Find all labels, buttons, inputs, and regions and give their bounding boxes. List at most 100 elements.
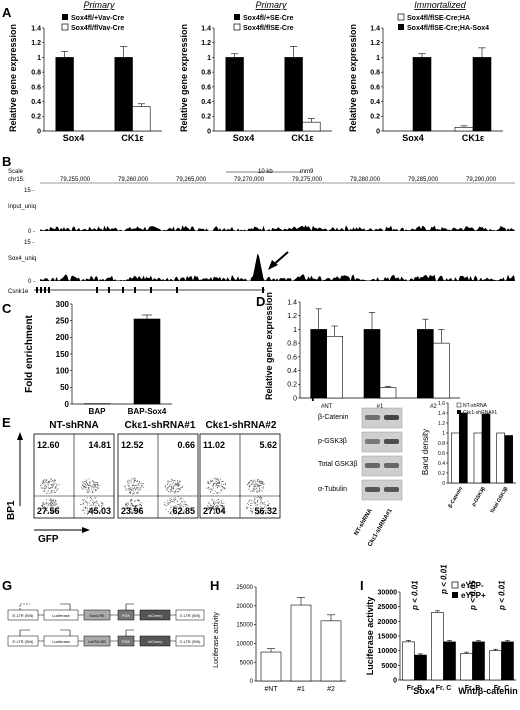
- event-dot: [262, 481, 264, 483]
- event-dot: [254, 499, 256, 501]
- exon: [262, 287, 264, 293]
- panel-b-genome-browser: Scale chr15: 10 kb mm9 79,255,000 79,260…: [8, 169, 515, 295]
- event-dot: [86, 485, 88, 487]
- event-dot: [131, 503, 133, 505]
- bar: [504, 435, 513, 484]
- flow-title: Ckε1-shRNA#2: [206, 420, 277, 431]
- event-dot: [131, 499, 133, 501]
- event-dot: [54, 486, 56, 488]
- event-dot: [136, 484, 138, 486]
- event-dot: [176, 501, 178, 503]
- event-dot: [261, 490, 263, 492]
- event-dot: [172, 514, 174, 516]
- event-dot: [173, 481, 175, 483]
- event-dot: [129, 480, 131, 482]
- event-dot: [181, 485, 183, 487]
- event-dot: [131, 487, 133, 489]
- promoter-arrow: [60, 629, 71, 636]
- event-dot: [254, 479, 256, 481]
- panel-letter-i: I: [360, 578, 364, 593]
- event-dot: [40, 487, 42, 489]
- event-dot: [261, 481, 263, 483]
- event-dot: [254, 512, 256, 514]
- event-dot: [84, 512, 86, 514]
- sox4-coverage-track: [40, 253, 515, 281]
- blot-strip: [361, 455, 403, 477]
- event-dot: [182, 506, 184, 508]
- event-dot: [50, 499, 52, 501]
- event-dot: [261, 480, 263, 482]
- y-tick-label: 0.4: [438, 461, 445, 467]
- coord-label: 79,285,000: [408, 177, 439, 183]
- chart-a-ylabel: Relative gene expression: [348, 24, 358, 132]
- event-dot: [212, 501, 214, 503]
- event-dot: [133, 492, 135, 494]
- flow-title: NT-shRNA: [49, 420, 98, 431]
- event-dot: [128, 507, 130, 509]
- event-dot: [55, 507, 57, 509]
- event-dot: [217, 498, 219, 500]
- event-dot: [135, 485, 137, 487]
- bar: [472, 57, 492, 132]
- construct-element-label: 3'-LTR (SIN): [180, 640, 202, 644]
- event-dot: [220, 478, 222, 480]
- event-dot: [135, 487, 137, 489]
- event-dot: [127, 484, 129, 486]
- x-tick-label: CK1ε: [462, 133, 485, 143]
- event-dot: [251, 502, 253, 504]
- event-dot: [263, 487, 265, 489]
- y-tick-label: 0.2: [201, 114, 211, 121]
- bar: [472, 641, 485, 681]
- event-dot: [171, 483, 173, 485]
- y-tick-label: 15000: [378, 633, 398, 640]
- event-dot: [261, 497, 263, 499]
- event-dot: [211, 508, 213, 510]
- event-dot: [142, 483, 144, 485]
- event-dot: [54, 504, 56, 506]
- event-dot: [81, 509, 83, 511]
- blot-strip: [361, 479, 403, 501]
- event-dot: [91, 487, 93, 489]
- event-dot: [133, 506, 135, 508]
- event-dot: [211, 506, 213, 508]
- event-dot: [92, 499, 94, 501]
- event-dot: [42, 482, 44, 484]
- event-dot: [184, 501, 186, 503]
- event-dot: [164, 486, 166, 488]
- event-dot: [265, 510, 267, 512]
- x-tick-label: BAP: [89, 407, 107, 416]
- event-dot: [86, 482, 88, 484]
- legend-swatch-filled: [234, 14, 240, 20]
- event-dot: [174, 505, 176, 507]
- event-dot: [169, 490, 171, 492]
- event-dot: [180, 504, 182, 506]
- event-dot: [54, 509, 56, 511]
- y-tick-label: 50: [60, 383, 69, 392]
- event-dot: [55, 487, 57, 489]
- event-dot: [253, 498, 255, 500]
- event-dot: [130, 506, 132, 508]
- event-dot: [51, 481, 53, 483]
- event-dot: [256, 501, 258, 503]
- chart-a2: 0 0.2 0.4 0.6 0.8 1 1.2 1.4 Sox4 CK1ε: [201, 25, 332, 143]
- event-dot: [128, 479, 130, 481]
- event-dot: [83, 498, 85, 500]
- event-dot: [168, 485, 170, 487]
- event-dot: [215, 502, 217, 504]
- event-dot: [251, 483, 253, 485]
- exon: [122, 287, 124, 293]
- event-dot: [49, 512, 51, 514]
- legend-swatch-filled: [62, 14, 68, 20]
- event-dot: [252, 507, 254, 509]
- event-dot: [219, 492, 221, 494]
- y-tick-label: 1: [376, 55, 380, 62]
- event-dot: [51, 479, 53, 481]
- event-dot: [93, 483, 95, 485]
- event-dot: [135, 480, 137, 482]
- event-dot: [263, 506, 265, 508]
- event-dot: [89, 511, 91, 513]
- flow-title: Ckε1-shRNA#1: [125, 420, 196, 431]
- event-dot: [42, 490, 44, 492]
- event-dot: [125, 502, 127, 504]
- event-dot: [219, 501, 221, 503]
